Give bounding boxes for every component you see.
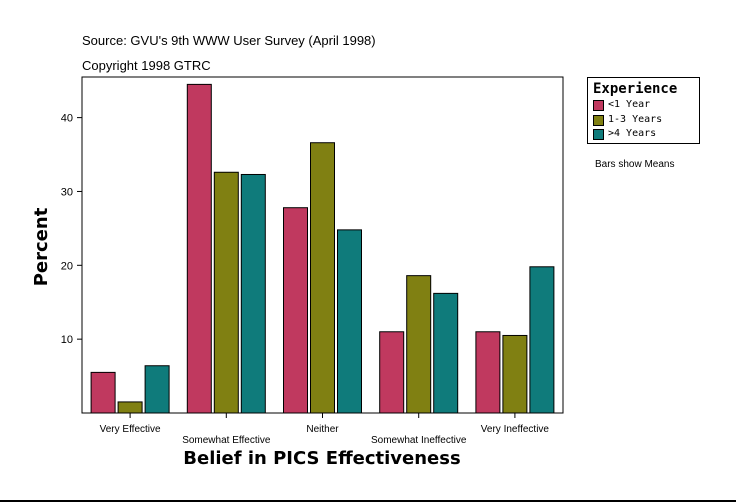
legend-label-lt1: <1 Year [608, 99, 651, 110]
bar-y1to3-0 [117, 401, 143, 414]
bar-y1to3-1 [213, 171, 239, 414]
x-tick-label: Somewhat Ineffective [371, 435, 467, 446]
bar-gt4-2 [337, 229, 362, 414]
bar-lt1-0 [90, 371, 116, 414]
x-tick-label: Very Ineffective [481, 424, 550, 435]
bar-lt1-3 [379, 331, 405, 414]
x-tick-label: Somewhat Effective [182, 435, 271, 446]
legend-swatch-1to3 [593, 115, 604, 126]
copyright-caption: Copyright 1998 GTRC [82, 58, 211, 73]
legend-swatch-gt4 [593, 129, 604, 140]
bar-gt4-1 [240, 173, 266, 414]
bar-lt1-2 [283, 207, 308, 414]
x-tick-label: Very Effective [100, 424, 161, 435]
y-tick-label: 10 [61, 334, 73, 346]
y-tick-label: 20 [61, 260, 73, 272]
means-note: Bars show Means [595, 159, 675, 170]
legend-title: Experience [593, 81, 678, 97]
legend-swatch-lt1 [593, 100, 604, 111]
y-axis-title: Percent [31, 207, 52, 286]
legend: Experience <1 Year 1-3 Years >4 Years [587, 77, 700, 144]
bar-y1to3-4 [502, 334, 528, 414]
bar-gt4-0 [144, 365, 170, 414]
legend-label-gt4: >4 Years [608, 128, 657, 139]
bar-lt1-1 [186, 83, 212, 414]
bar-gt4-3 [433, 292, 459, 414]
bottom-rule [0, 500, 736, 502]
bar-lt1-4 [475, 331, 501, 414]
y-tick-label: 40 [61, 113, 73, 125]
x-axis-title: Belief in PICS Effectiveness [183, 448, 460, 469]
bar-gt4-4 [529, 266, 555, 414]
x-tick-label: Neither [306, 424, 339, 435]
legend-label-1to3: 1-3 Years [608, 114, 663, 125]
y-tick-label: 30 [61, 186, 73, 198]
source-caption: Source: GVU's 9th WWW User Survey (April… [82, 33, 376, 48]
bar-y1to3-2 [310, 142, 335, 414]
bar-y1to3-3 [406, 275, 432, 414]
